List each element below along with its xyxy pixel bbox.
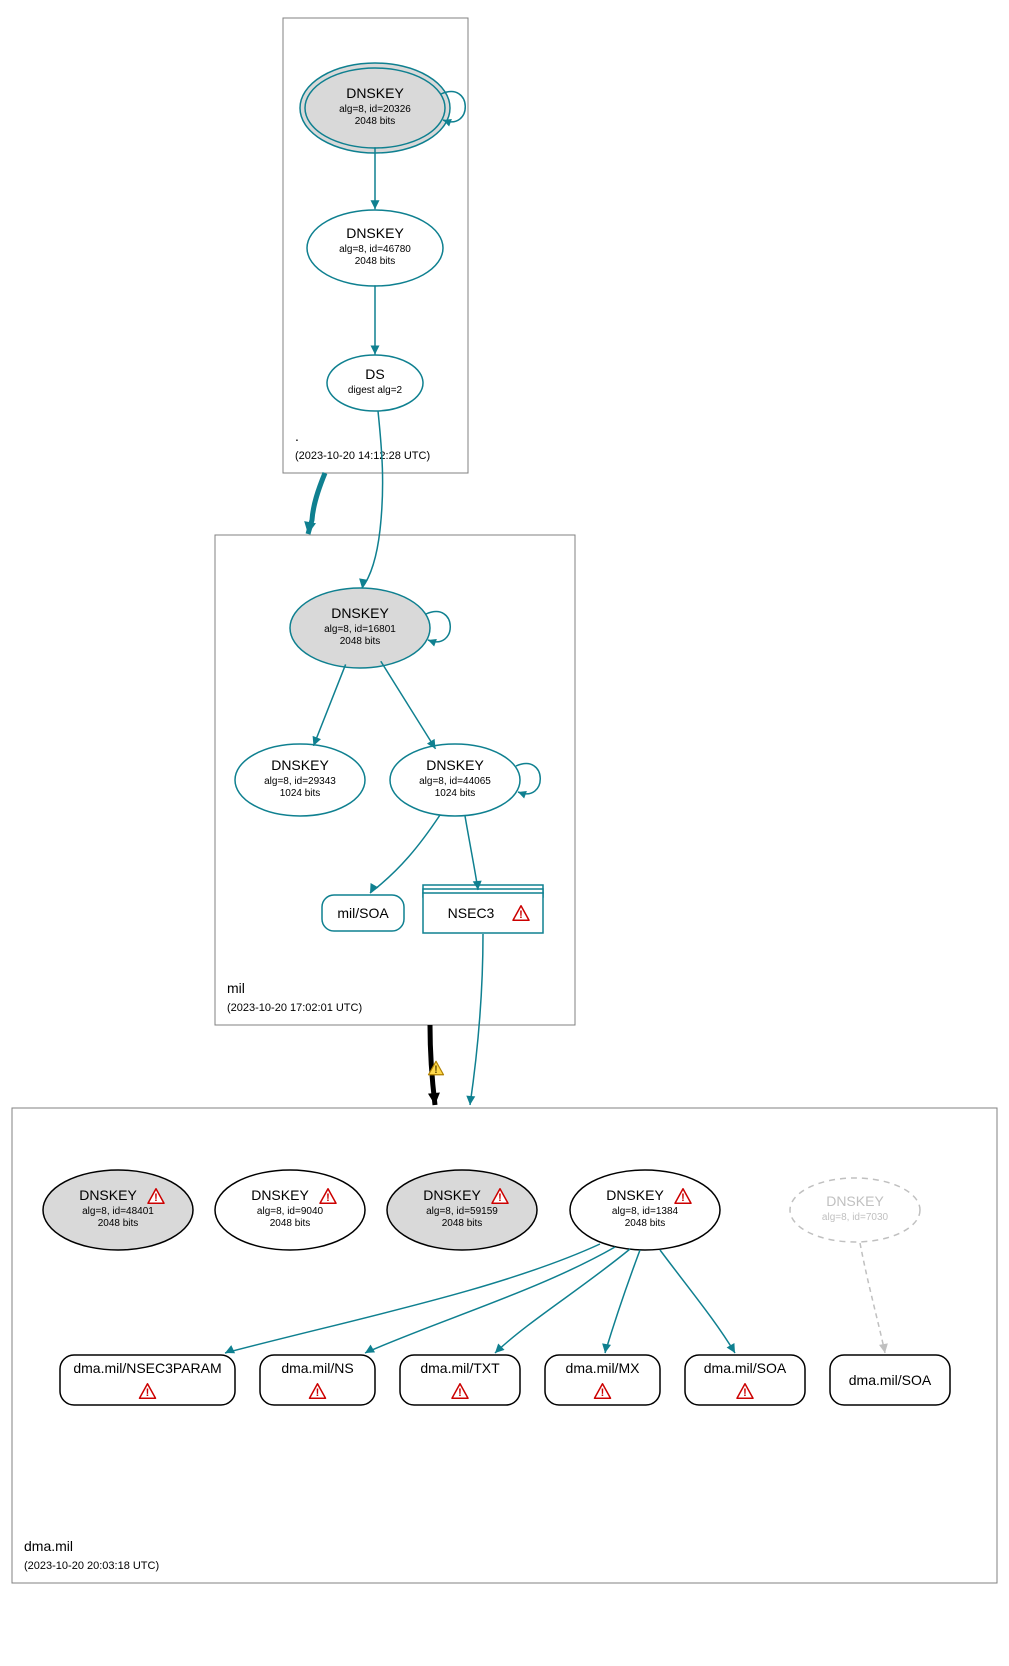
node-root_zsk: DNSKEY alg=8, id=467802048 bits [307, 210, 443, 286]
node-dma_k2: DNSKEY alg=8, id=90402048 bits [215, 1170, 365, 1250]
zone-time: (2023-10-20 17:02:01 UTC) [227, 1002, 362, 1014]
node-root_ds: DS digest alg=2 [327, 355, 423, 411]
rr-label: dma.mil/NSEC3PARAM [73, 1360, 221, 1376]
svg-text:!: ! [326, 1192, 330, 1204]
node-sub: alg=8, id=29343 [264, 776, 336, 787]
node-sub: 2048 bits [270, 1218, 311, 1229]
node-title: DS [365, 366, 384, 382]
node-sub: 2048 bits [442, 1218, 483, 1229]
rr-label: dma.mil/NS [281, 1360, 353, 1376]
node-title: DNSKEY [826, 1193, 884, 1209]
svg-text:!: ! [743, 1387, 747, 1399]
svg-text:!: ! [681, 1192, 685, 1204]
edge-k5_soa2 [860, 1243, 885, 1353]
node-sub: 1024 bits [280, 788, 321, 799]
node-sub: 1024 bits [435, 788, 476, 799]
rr-label: dma.mil/TXT [420, 1360, 500, 1376]
node-title: DNSKEY [271, 757, 329, 773]
node-dma_k1: DNSKEY alg=8, id=484012048 bits [43, 1170, 193, 1250]
node-title: DNSKEY [423, 1187, 481, 1203]
rr-mil_nsec3: NSEC3 [423, 885, 543, 933]
node-root_ksk: DNSKEY alg=8, id=203262048 bits [300, 63, 465, 153]
node-mil_zsk1: DNSKEY alg=8, id=293431024 bits [235, 744, 365, 816]
zone-label: mil [227, 980, 245, 996]
svg-text:!: ! [434, 1064, 438, 1076]
svg-text:!: ! [498, 1192, 502, 1204]
rr-label: dma.mil/SOA [704, 1360, 787, 1376]
edge-milzsk2_soa [370, 815, 440, 893]
svg-text:!: ! [601, 1387, 605, 1399]
node-dma_k5: DNSKEY alg=8, id=7030 [790, 1178, 920, 1242]
svg-text:!: ! [146, 1387, 150, 1399]
edge-k4_soa1 [660, 1250, 735, 1353]
node-sub: alg=8, id=1384 [612, 1206, 679, 1217]
edge-k4_nsec3p [225, 1244, 600, 1353]
zone-label: . [295, 428, 299, 444]
zone-label: dma.mil [24, 1538, 73, 1554]
node-mil_zsk2: DNSKEY alg=8, id=440651024 bits [390, 744, 540, 816]
node-sub: alg=8, id=59159 [426, 1206, 498, 1217]
node-sub: 2048 bits [98, 1218, 139, 1229]
node-title: DNSKEY [426, 757, 484, 773]
edge-nsec3_to_dma [470, 934, 483, 1105]
rr-label: dma.mil/SOA [849, 1372, 932, 1388]
node-sub: alg=8, id=44065 [419, 776, 491, 787]
edge [381, 661, 436, 749]
rr-label: NSEC3 [448, 905, 495, 921]
node-sub: 2048 bits [625, 1218, 666, 1229]
svg-text:!: ! [316, 1387, 320, 1399]
edge-k4_ns [365, 1247, 615, 1353]
dnssec-diagram: . (2023-10-20 14:12:28 UTC) mil (2023-10-20… [0, 0, 1009, 1666]
node-dma_k4: DNSKEY alg=8, id=13842048 bits [570, 1170, 720, 1250]
node-sub: alg=8, id=46780 [339, 244, 411, 255]
edge-ds_to_milksk [362, 411, 383, 588]
svg-text:!: ! [154, 1192, 158, 1204]
node-title: DNSKEY [346, 225, 404, 241]
node-sub: alg=8, id=16801 [324, 624, 396, 635]
node-dma_k3: DNSKEY alg=8, id=591592048 bits [387, 1170, 537, 1250]
rr-mil_soa: mil/SOA [322, 895, 404, 931]
rr-dma_soa2: dma.mil/SOA [830, 1355, 950, 1405]
rr-label: mil/SOA [337, 905, 389, 921]
edge [313, 664, 345, 745]
svg-text:!: ! [519, 909, 523, 921]
node-sub: alg=8, id=9040 [257, 1206, 324, 1217]
zone-time: (2023-10-20 14:12:28 UTC) [295, 450, 430, 462]
node-mil_ksk: DNSKEY alg=8, id=168012048 bits [290, 588, 450, 668]
node-sub: 2048 bits [340, 636, 381, 647]
node-title: DNSKEY [79, 1187, 137, 1203]
zone-time: (2023-10-20 20:03:18 UTC) [24, 1560, 159, 1572]
node-sub: digest alg=2 [348, 385, 403, 396]
node-title: DNSKEY [251, 1187, 309, 1203]
node-title: DNSKEY [331, 605, 389, 621]
node-sub: alg=8, id=48401 [82, 1206, 154, 1217]
edge-milzsk2_nsec3 [465, 816, 478, 890]
node-sub: alg=8, id=20326 [339, 104, 411, 115]
node-sub: 2048 bits [355, 256, 396, 267]
node-title: DNSKEY [346, 85, 404, 101]
rr-label: dma.mil/MX [566, 1360, 641, 1376]
node-title: DNSKEY [606, 1187, 664, 1203]
svg-text:!: ! [458, 1387, 462, 1399]
node-sub: alg=8, id=7030 [822, 1212, 889, 1223]
node-sub: 2048 bits [355, 116, 396, 127]
